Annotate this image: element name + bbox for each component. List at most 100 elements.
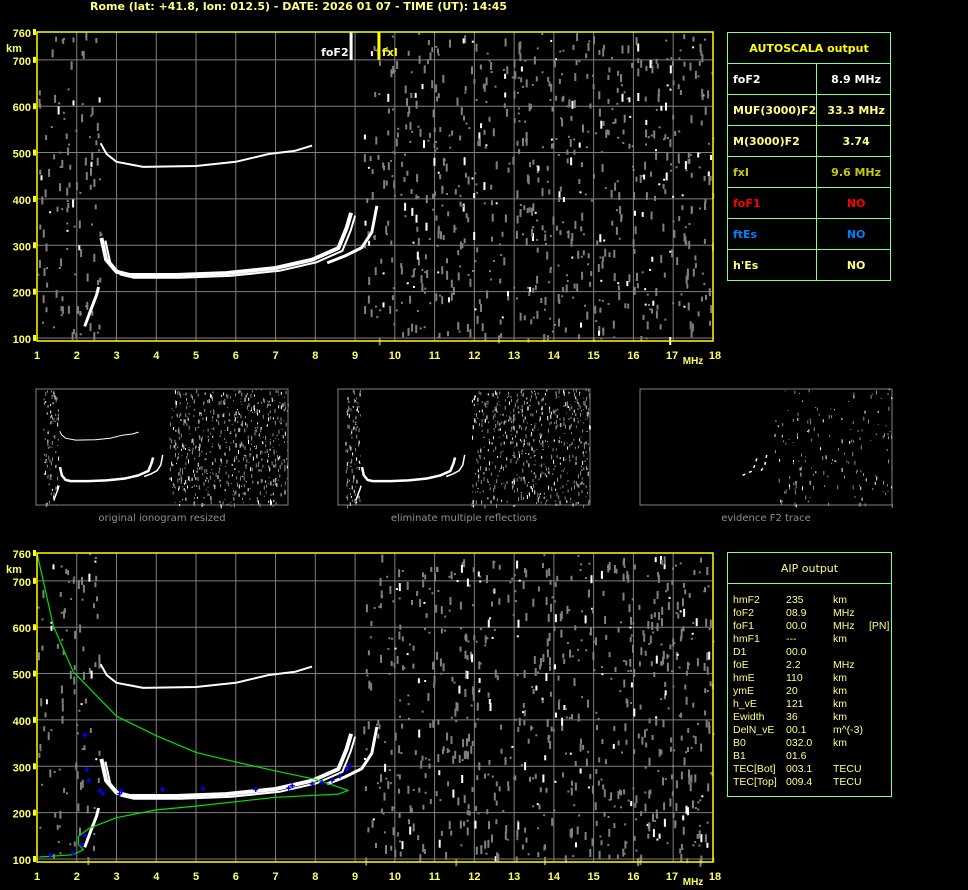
noise-pixel xyxy=(59,166,62,169)
noise-pixel xyxy=(658,748,661,757)
noise-pixel xyxy=(536,502,537,505)
second-hop-trace xyxy=(99,663,313,689)
noise-pixel xyxy=(650,59,653,65)
noise-pixel xyxy=(595,637,597,646)
thumbnail-caption: evidence F2 trace xyxy=(721,513,811,524)
noise-pixel xyxy=(352,452,353,455)
noise-pixel xyxy=(496,392,498,396)
noise-pixel xyxy=(60,611,63,614)
aip-row: Ewidth 36 km xyxy=(728,711,891,724)
noise-pixel xyxy=(653,612,656,618)
noise-pixel xyxy=(516,140,519,146)
noise-pixel xyxy=(703,283,706,286)
noise-pixel xyxy=(577,418,579,419)
noise-pixel xyxy=(203,402,205,406)
noise-pixel xyxy=(483,413,485,415)
noise-pixel xyxy=(408,106,411,115)
noise-pixel xyxy=(193,497,195,499)
noise-pixel xyxy=(645,742,648,748)
noise-pixel xyxy=(95,758,98,761)
noise-pixel xyxy=(277,457,279,461)
noise-pixel xyxy=(389,586,392,594)
noise-pixel xyxy=(407,327,410,336)
noise-pixel xyxy=(495,161,498,170)
noise-pixel xyxy=(355,486,357,488)
noise-pixel xyxy=(492,392,494,397)
noise-pixel xyxy=(93,332,96,341)
noise-pixel xyxy=(491,236,493,242)
noise-pixel xyxy=(781,437,783,439)
noise-pixel xyxy=(794,490,796,495)
noise-pixel xyxy=(440,606,443,615)
noise-pixel xyxy=(513,425,514,429)
noise-pixel xyxy=(631,62,634,68)
noise-pixel xyxy=(235,490,237,495)
noise-pixel xyxy=(570,497,572,501)
noise-pixel xyxy=(534,393,536,395)
noise-pixel xyxy=(218,500,220,503)
noise-pixel xyxy=(43,268,46,277)
noise-pixel xyxy=(655,152,658,161)
noise-pixel xyxy=(563,433,565,434)
noise-pixel xyxy=(268,417,270,422)
noise-pixel xyxy=(515,460,517,464)
noise-pixel xyxy=(464,172,467,178)
noise-pixel xyxy=(578,142,581,148)
noise-pixel xyxy=(548,735,551,738)
noise-pixel xyxy=(811,438,813,442)
noise-pixel xyxy=(203,496,205,499)
noise-pixel xyxy=(567,480,569,483)
noise-pixel xyxy=(532,479,534,482)
noise-pixel xyxy=(529,287,532,292)
noise-pixel xyxy=(48,500,50,504)
noise-pixel xyxy=(652,300,655,306)
noise-pixel xyxy=(192,486,194,488)
noise-pixel xyxy=(607,816,610,818)
noise-pixel xyxy=(356,466,358,469)
noise-pixel xyxy=(537,827,540,830)
noise-pixel xyxy=(483,446,485,448)
noise-pixel xyxy=(84,698,87,704)
noise-pixel xyxy=(42,321,44,324)
noise-pixel xyxy=(396,834,399,837)
noise-pixel xyxy=(475,419,477,421)
noise-pixel xyxy=(604,187,607,190)
noise-pixel xyxy=(437,225,440,234)
noise-pixel xyxy=(204,458,206,461)
noise-pixel xyxy=(598,330,600,336)
noise-pixel xyxy=(513,408,515,413)
noise-pixel xyxy=(54,395,56,400)
noise-pixel xyxy=(568,717,571,719)
noise-pixel xyxy=(796,433,798,438)
noise-pixel xyxy=(442,749,444,754)
noise-pixel xyxy=(687,302,690,311)
noise-pixel xyxy=(180,419,182,422)
noise-pixel xyxy=(652,813,654,822)
noise-pixel xyxy=(375,843,377,848)
noise-pixel xyxy=(274,420,276,425)
noise-pixel xyxy=(227,394,229,399)
noise-pixel xyxy=(279,402,281,403)
noise-pixel xyxy=(577,445,579,449)
noise-pixel xyxy=(604,248,607,257)
noise-pixel xyxy=(541,225,544,231)
noise-pixel xyxy=(512,478,514,483)
noise-pixel xyxy=(242,497,243,500)
noise-pixel xyxy=(415,194,418,200)
noise-pixel xyxy=(431,47,434,53)
noise-pixel xyxy=(392,827,395,836)
noise-pixel xyxy=(51,390,52,393)
noise-pixel xyxy=(555,419,557,424)
noise-pixel xyxy=(230,501,232,503)
noise-pixel xyxy=(655,288,658,296)
noise-pixel xyxy=(479,423,480,426)
noise-pixel xyxy=(188,447,190,449)
noise-pixel xyxy=(383,792,386,801)
noise-pixel xyxy=(794,488,796,490)
noise-pixel xyxy=(499,319,502,325)
noise-pixel xyxy=(676,257,679,266)
noise-pixel xyxy=(226,394,228,398)
aip-value: --- xyxy=(786,633,797,645)
noise-pixel xyxy=(654,195,656,201)
noise-pixel xyxy=(655,809,658,818)
